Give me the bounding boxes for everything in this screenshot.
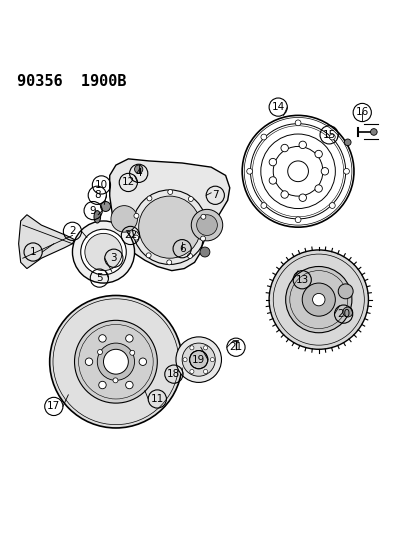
Text: 20: 20 bbox=[336, 309, 349, 319]
Circle shape bbox=[133, 235, 138, 240]
Text: 17: 17 bbox=[47, 401, 60, 411]
Circle shape bbox=[74, 320, 157, 403]
Circle shape bbox=[188, 197, 193, 201]
Text: 21: 21 bbox=[229, 342, 242, 352]
Circle shape bbox=[344, 139, 350, 146]
Circle shape bbox=[100, 201, 110, 212]
Circle shape bbox=[268, 250, 368, 349]
Circle shape bbox=[113, 378, 118, 383]
Circle shape bbox=[139, 358, 146, 366]
Circle shape bbox=[301, 283, 335, 316]
Circle shape bbox=[167, 190, 172, 195]
Circle shape bbox=[187, 254, 192, 259]
Text: 13: 13 bbox=[295, 274, 308, 285]
Circle shape bbox=[280, 191, 288, 198]
Text: 19: 19 bbox=[192, 354, 205, 365]
Circle shape bbox=[203, 346, 207, 350]
Circle shape bbox=[189, 351, 207, 369]
Circle shape bbox=[342, 307, 352, 317]
Circle shape bbox=[129, 350, 134, 356]
Circle shape bbox=[268, 158, 276, 166]
Circle shape bbox=[268, 177, 276, 184]
Text: 3: 3 bbox=[110, 253, 117, 263]
Circle shape bbox=[210, 358, 214, 362]
Circle shape bbox=[183, 358, 187, 362]
Circle shape bbox=[294, 217, 300, 223]
Text: 8: 8 bbox=[94, 190, 100, 200]
Circle shape bbox=[138, 196, 200, 258]
Circle shape bbox=[99, 335, 106, 342]
Text: 22: 22 bbox=[123, 230, 137, 240]
Circle shape bbox=[312, 293, 324, 306]
Circle shape bbox=[320, 167, 328, 175]
Circle shape bbox=[99, 381, 106, 389]
Text: 7: 7 bbox=[211, 190, 218, 200]
PathPatch shape bbox=[19, 215, 74, 269]
Text: 14: 14 bbox=[271, 102, 284, 112]
Text: 4: 4 bbox=[135, 168, 142, 179]
Circle shape bbox=[176, 337, 221, 382]
Text: 6: 6 bbox=[178, 244, 185, 254]
Circle shape bbox=[85, 358, 93, 366]
Circle shape bbox=[314, 185, 322, 192]
Text: 16: 16 bbox=[355, 108, 368, 117]
Circle shape bbox=[81, 229, 126, 275]
Text: 1: 1 bbox=[30, 247, 36, 257]
Circle shape bbox=[343, 168, 349, 174]
Circle shape bbox=[191, 209, 222, 241]
Text: 10: 10 bbox=[95, 180, 108, 190]
Circle shape bbox=[280, 144, 288, 152]
Text: 2: 2 bbox=[69, 227, 76, 236]
Circle shape bbox=[134, 213, 139, 219]
Circle shape bbox=[189, 369, 193, 374]
Circle shape bbox=[298, 141, 306, 149]
Circle shape bbox=[203, 369, 207, 374]
Circle shape bbox=[260, 203, 266, 208]
Circle shape bbox=[126, 381, 133, 389]
Circle shape bbox=[97, 350, 102, 354]
Circle shape bbox=[314, 150, 322, 158]
Circle shape bbox=[182, 343, 215, 376]
Circle shape bbox=[246, 168, 252, 174]
Circle shape bbox=[298, 194, 306, 201]
Circle shape bbox=[97, 343, 134, 381]
Circle shape bbox=[285, 266, 351, 333]
Ellipse shape bbox=[94, 211, 100, 223]
Circle shape bbox=[337, 284, 352, 299]
Circle shape bbox=[196, 215, 217, 236]
Circle shape bbox=[200, 214, 205, 219]
Circle shape bbox=[329, 134, 335, 140]
Circle shape bbox=[126, 335, 133, 342]
Circle shape bbox=[294, 120, 300, 126]
Circle shape bbox=[134, 165, 142, 173]
Circle shape bbox=[85, 233, 122, 271]
Text: 5: 5 bbox=[96, 273, 102, 283]
Text: 11: 11 bbox=[150, 394, 164, 404]
Circle shape bbox=[103, 349, 128, 374]
Circle shape bbox=[166, 260, 171, 265]
Text: 15: 15 bbox=[322, 130, 335, 140]
Text: 9: 9 bbox=[90, 206, 96, 216]
Circle shape bbox=[200, 236, 205, 241]
Circle shape bbox=[370, 128, 376, 135]
Circle shape bbox=[50, 295, 182, 428]
Circle shape bbox=[199, 247, 209, 257]
Text: 90356  1900B: 90356 1900B bbox=[17, 74, 126, 89]
PathPatch shape bbox=[109, 159, 229, 271]
Circle shape bbox=[329, 203, 335, 208]
Circle shape bbox=[147, 196, 152, 201]
Circle shape bbox=[260, 134, 266, 140]
Circle shape bbox=[146, 253, 151, 258]
Text: 12: 12 bbox=[121, 177, 135, 188]
Text: 18: 18 bbox=[167, 369, 180, 379]
Circle shape bbox=[189, 346, 193, 350]
Circle shape bbox=[72, 221, 134, 283]
Circle shape bbox=[111, 206, 137, 232]
